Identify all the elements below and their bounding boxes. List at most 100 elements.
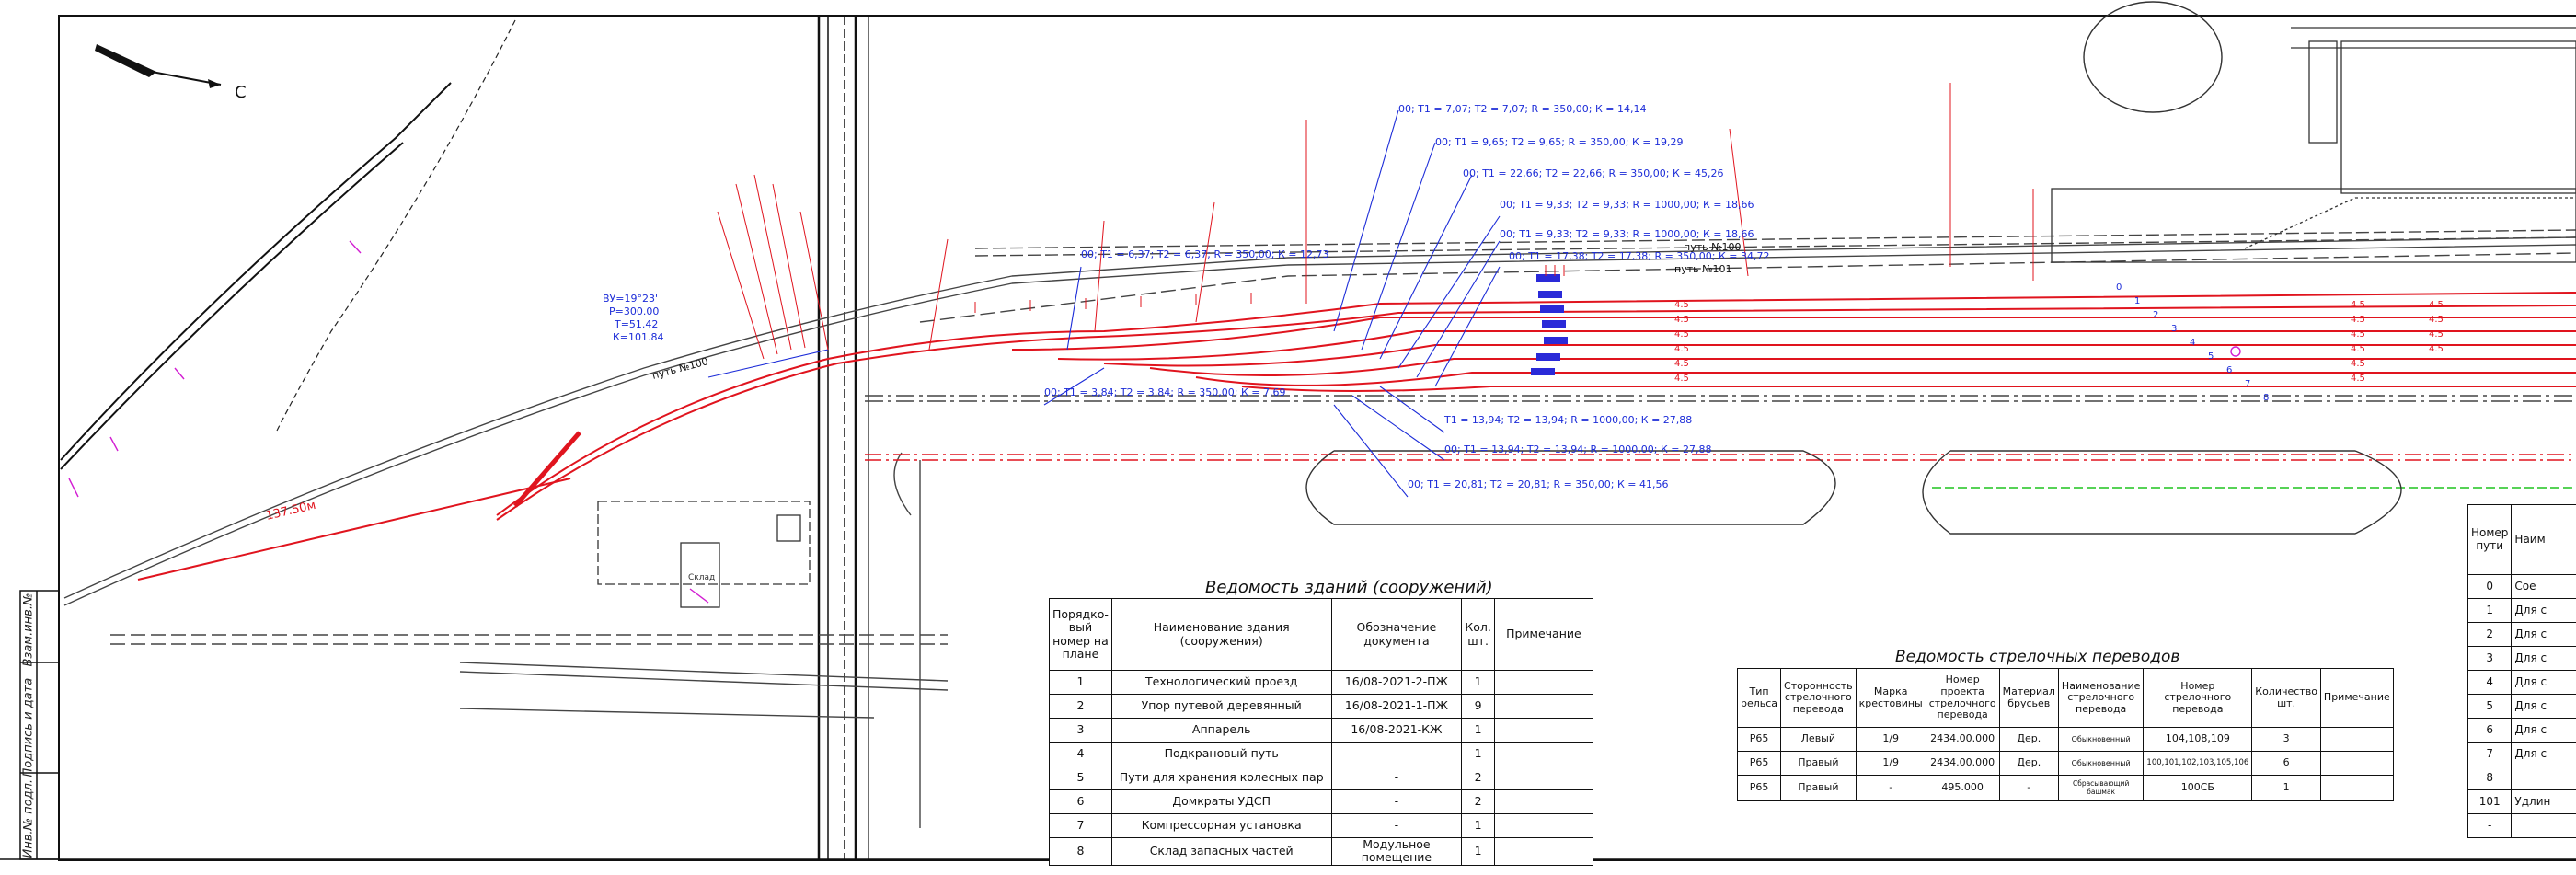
table-cell: 4 [1049,742,1112,766]
table-cell [1493,718,1594,743]
svg-text:4.5: 4.5 [1674,329,1689,340]
table-cell [1493,742,1594,766]
table-row: 101 Удлин [2467,789,2576,814]
tracks-table-wrap: Номер пути Наим 0 Сое 1 Для с 2 Для с 3 Для … [2467,504,2576,859]
svg-text:6: 6 [2226,365,2232,375]
table-cell [2319,775,2394,801]
track-label: путь №100 [1684,241,1742,253]
table-cell: 1 [1461,742,1495,766]
buildings-table-title: Ведомость зданий (сооружений) [1205,578,1493,597]
blue-leaders [707,109,1501,498]
svg-text:4: 4 [2190,338,2195,348]
table-cell: 100СБ [2143,775,2253,801]
table-cell: 104,108,109 [2143,727,2253,752]
table-row: 2 Упор путевой деревянный 16/08-2021-1-П… [1049,694,1594,719]
svg-text:4.5: 4.5 [1674,300,1689,310]
svg-text:2: 2 [2153,310,2158,320]
svg-text:00; Т1 = 3,84; Т2 = 3,84; R =: 00; Т1 = 3,84; Т2 = 3,84; R = 350,00; К … [1044,386,1286,398]
svg-text:00; Т1 = 6,37; Т2 = 6,37; R =: 00; Т1 = 6,37; Т2 = 6,37; R = 350,00; К … [1081,248,1329,260]
table-cell: 9 [1461,694,1495,719]
svg-text:00; Т1 = 20,81; Т2 = 20,81; R: 00; Т1 = 20,81; Т2 = 20,81; R = 350,00; … [1408,478,1669,490]
table-cell: Пути для хранения колесных пар [1110,766,1332,790]
table-cell: 3 [1049,718,1112,743]
table-cell [2511,766,2576,790]
column-header: Наименование стрелочного перевода [2057,668,2145,728]
boundary-line [60,82,452,470]
table-cell [1493,670,1594,695]
svg-text:4.5: 4.5 [1674,315,1689,325]
table-cell: 4 [2467,670,2513,695]
track-numbers: 0 1 2 3 4 5 6 7 8 [2116,282,2269,403]
svg-text:4.5: 4.5 [2351,374,2365,384]
table-cell: Для с [2511,622,2576,647]
table-row: 3 Аппарель 16/08-2021-КЖ 1 [1049,718,1594,743]
column-header: Тип рельса [1736,668,1782,728]
table-cell: 2 [2467,622,2513,647]
table-cell: 495.000 [1925,775,2000,801]
table-cell: Сое [2511,574,2576,599]
svg-text:4.5: 4.5 [2351,329,2365,340]
table-cell [2319,727,2394,752]
turnouts-table: Тип рельса Сторонность стрелочного перев… [1736,668,2394,801]
table-cell: 3 [2467,646,2513,671]
svg-text:8: 8 [2263,393,2269,403]
table-row: - [2467,813,2576,838]
table-cell: 1/9 [1855,727,1926,752]
svg-text:00; Т1 = 9,65; Т2 = 9,65; R =: 00; Т1 = 9,65; Т2 = 9,65; R = 350,00; К … [1435,136,1684,148]
table-cell: 8 [1049,837,1112,866]
table-cell: 1 [1461,718,1495,743]
column-header: Кол. шт. [1461,598,1495,671]
column-header: Количество шт. [2251,668,2321,728]
curve-param-3: Т=51.42 [614,318,658,330]
table-row: 1 Технологический проезд 16/08-2021-2-ПЖ… [1049,670,1594,695]
dimension-label: 137.50м [265,499,317,524]
track-label: путь №100 [650,355,709,382]
svg-text:00; Т1 = 9,33; Т2 = 9,33; R =: 00; Т1 = 9,33; Т2 = 9,33; R = 1000,00; К… [1500,228,1754,240]
vertical-road [817,16,869,859]
red-leaders [717,83,2034,360]
table-cell: 2434.00.000 [1925,751,2000,776]
table-cell: Технологический проезд [1110,670,1332,695]
table-row: 0 Сое [2467,574,2576,599]
table-cell: Для с [2511,718,2576,743]
svg-text:4.5: 4.5 [1674,359,1689,369]
buildings-table: Порядко-вый номер на плане Наименование … [1049,598,1594,866]
upper-right-area [2051,27,2576,263]
column-header: Наим [2511,504,2576,575]
table-cell: Правый [1780,751,1857,776]
boundary-line-2 [275,19,516,433]
svg-text:00; Т1 = 13,94; Т2 = 13,94; R: 00; Т1 = 13,94; Т2 = 13,94; R = 1000,00;… [1444,443,1712,455]
column-header: Порядко-вый номер на плане [1049,598,1112,671]
svg-text:4.5: 4.5 [2351,300,2365,310]
table-cell: 7 [1049,813,1112,838]
table-cell: 7 [2467,742,2513,766]
column-header: Марка крестовины [1855,668,1926,728]
table-cell [1493,766,1594,790]
table-cell: 1 [1461,837,1495,866]
table-cell: Для с [2511,670,2576,695]
svg-text:4.5: 4.5 [2351,315,2365,325]
table-row: 4 Подкрановый путь - 1 [1049,742,1594,766]
table-cell: 2 [1049,694,1112,719]
table-cell [2511,813,2576,838]
table-cell: 1/9 [1855,751,1926,776]
table-row: 5 Для с [2467,694,2576,719]
table-cell: Склад запасных частей [1110,837,1332,866]
table-cell: - [1330,789,1463,814]
table-cell: 16/08-2021-2-ПЖ [1330,670,1463,695]
north-arrow-icon [95,44,222,88]
svg-text:4.5: 4.5 [1674,374,1689,384]
table-cell: 2434.00.000 [1925,727,2000,752]
table-cell: Обыкновенный [2057,751,2145,776]
table-row: 1 Для с [2467,598,2576,623]
table-cell: 6 [1049,789,1112,814]
table-row: 8 [2467,766,2576,790]
svg-text:4.5: 4.5 [2429,344,2444,354]
table-row: 3 Для с [2467,646,2576,671]
table-cell: 1 [1461,670,1495,695]
table-cell: Удлин [2511,789,2576,814]
table-cell: Домкраты УДСП [1110,789,1332,814]
table-cell: Для с [2511,742,2576,766]
turnouts-table-title: Ведомость стрелочных переводов [1895,648,2180,666]
